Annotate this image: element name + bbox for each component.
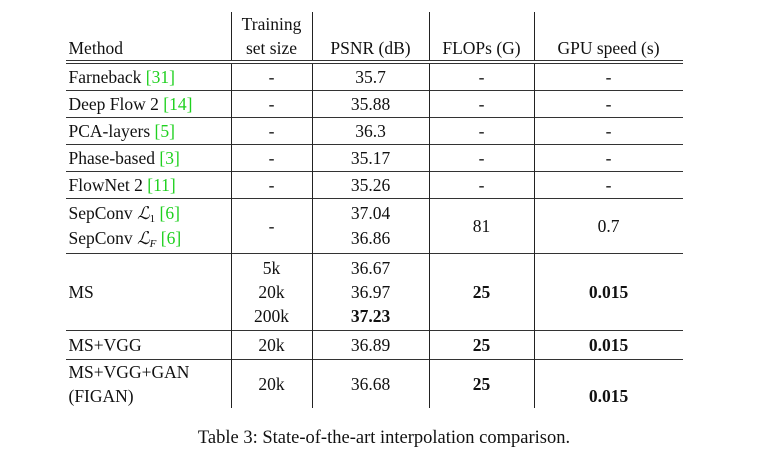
table-row-figan: MS+VGG+GAN (FIGAN) 20k 36.68 25 0.015 xyxy=(65,359,683,408)
method-cell: MS+VGG xyxy=(68,334,142,355)
train-cell: - xyxy=(230,198,312,254)
header-gpu-speed: GPU speed (s) xyxy=(533,12,683,62)
method-cell: PCA-layers [5] xyxy=(68,120,175,141)
flops-cell: - xyxy=(428,144,534,172)
train-cell: 20k xyxy=(230,330,312,360)
psnr-cell: 37.04 36.86 xyxy=(311,198,429,254)
table-row: FlowNet 2 [11] - 35.26 - - xyxy=(65,171,683,199)
psnr-cell: 35.17 xyxy=(311,144,429,172)
citation-link[interactable]: [6] xyxy=(160,228,182,248)
method-cell: MS xyxy=(68,282,94,302)
gpu-cell: 0.7 xyxy=(533,198,683,254)
header-method: Method xyxy=(68,38,123,58)
header-flops: FLOPs (G) xyxy=(428,12,534,62)
table-row-sepconv: SepConv ℒ1 [6] SepConv ℒF [6] - 37.04 36.… xyxy=(65,198,683,254)
psnr-cell: 36.89 xyxy=(311,330,429,360)
sepconv-l1-label: SepConv ℒ1 [6] xyxy=(68,203,180,225)
psnr-cell: 36.68 xyxy=(311,359,429,408)
psnr-cell: 35.26 xyxy=(311,171,429,199)
flops-cell: - xyxy=(428,117,534,145)
flops-cell: 25 xyxy=(428,330,534,360)
train-cell: - xyxy=(230,62,312,91)
gpu-cell: - xyxy=(533,171,683,199)
citation-link[interactable]: [6] xyxy=(159,203,180,223)
flops-cell: - xyxy=(428,90,534,118)
sepconv-lf-label: SepConv ℒF [6] xyxy=(68,228,182,250)
header-row: Method Training set size PSNR (dB) FLOPs … xyxy=(65,12,683,62)
train-cell: - xyxy=(230,90,312,118)
header-training-set-size: Training set size xyxy=(230,12,312,62)
table-row: Phase-based [3] - 35.17 - - xyxy=(65,144,683,172)
psnr-cell: 35.7 xyxy=(311,62,429,91)
table-row-ms: MS 5k 20k 200k 36.67 36.97 37.23 25 0.015 xyxy=(65,253,683,331)
method-cell: FlowNet 2 [11] xyxy=(68,174,176,195)
method-cell: MS+VGG+GAN (FIGAN) xyxy=(68,362,190,406)
psnr-cell: 36.67 36.97 37.23 xyxy=(311,253,429,331)
citation-link[interactable]: [11] xyxy=(147,174,176,195)
table-row: Farneback [31] - 35.7 - - xyxy=(65,62,683,91)
citation-link[interactable]: [3] xyxy=(159,147,180,168)
gpu-cell: 0.015 xyxy=(533,253,683,331)
gpu-cell: - xyxy=(533,90,683,118)
method-cell: SepConv ℒ1 [6] SepConv ℒF [6] xyxy=(66,199,232,254)
header-psnr: PSNR (dB) xyxy=(311,12,429,62)
table-row-ms-vgg: MS+VGG 20k 36.89 25 0.015 xyxy=(65,330,683,360)
flops-cell: - xyxy=(428,62,534,91)
train-cell: - xyxy=(230,144,312,172)
flops-cell: - xyxy=(428,171,534,199)
train-cell: - xyxy=(230,171,312,199)
gpu-cell: - xyxy=(533,62,683,91)
flops-cell: 25 xyxy=(428,359,534,408)
gpu-cell: 0.015 xyxy=(533,330,683,360)
psnr-cell: 35.88 xyxy=(311,90,429,118)
table-caption: Table 3: State-of-the-art interpolation … xyxy=(197,428,571,448)
method-cell: Farneback [31] xyxy=(68,66,175,87)
method-cell: Phase-based [3] xyxy=(68,147,180,168)
citation-link[interactable]: [14] xyxy=(163,93,193,114)
comparison-table: Method Training set size PSNR (dB) FLOPs … xyxy=(65,12,683,408)
gpu-cell: - xyxy=(533,117,683,145)
train-cell: 20k xyxy=(230,359,312,408)
citation-link[interactable]: [31] xyxy=(145,66,175,87)
method-cell: Deep Flow 2 [14] xyxy=(68,93,193,114)
gpu-cell: - xyxy=(533,144,683,172)
table-row: PCA-layers [5] - 36.3 - - xyxy=(65,117,683,145)
train-cell: - xyxy=(230,117,312,145)
psnr-cell: 36.3 xyxy=(311,117,429,145)
citation-link[interactable]: [5] xyxy=(154,120,175,141)
table-row: Deep Flow 2 [14] - 35.88 - - xyxy=(65,90,683,118)
train-cell: 5k 20k 200k xyxy=(230,253,312,331)
gpu-cell: 0.015 xyxy=(533,359,683,408)
flops-cell: 25 xyxy=(428,253,534,331)
flops-cell: 81 xyxy=(428,198,534,254)
